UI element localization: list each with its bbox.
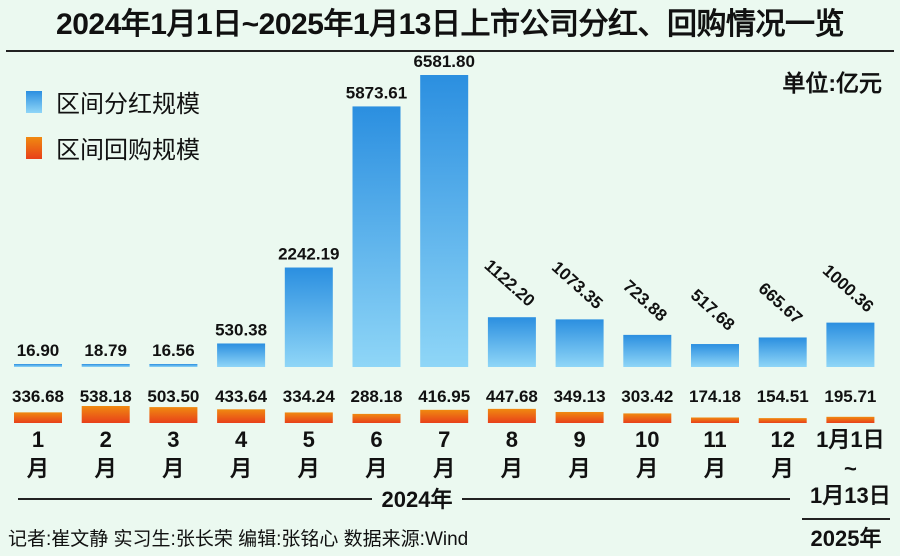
buyback-bar [352, 413, 401, 423]
chart-title: 2024年1月1日~2025年1月13日上市公司分红、回购情况一览 [56, 8, 844, 41]
dividend-value-label: 16.56 [152, 341, 195, 360]
x-tick-label: 11 [703, 427, 726, 452]
dividend-bar [284, 267, 333, 367]
buyback-value-label: 195.71 [824, 387, 876, 406]
x-tick-label: 月 [635, 456, 658, 481]
x-tick-label: 1 [32, 427, 44, 452]
x-tick-label: 月 [26, 456, 49, 481]
buyback-value-label: 433.64 [215, 387, 268, 406]
dividend-bar [826, 322, 875, 367]
dividend-bar [81, 364, 130, 367]
x-tick-label: ~ [844, 456, 857, 481]
dividend-value-label: 1073.35 [548, 258, 606, 313]
buyback-value-label: 447.68 [486, 387, 538, 406]
credits-footer: 记者:崔文静 实习生:张长荣 编辑:张铭心 数据来源:Wind [8, 529, 469, 550]
buyback-bar [81, 406, 130, 423]
buyback-bar [14, 412, 62, 423]
buyback-value-label: 154.51 [757, 387, 809, 406]
dividend-value-label: 1122.20 [481, 256, 539, 311]
buyback-bar [758, 418, 807, 423]
buyback-bar [623, 413, 672, 423]
dividend-bar [555, 319, 604, 367]
dividend-bar [487, 317, 536, 367]
dividend-value-label: 2242.19 [278, 245, 339, 264]
buyback-bar [217, 409, 266, 423]
buyback-bar [420, 409, 469, 423]
year-2025-label: 2025年 [810, 526, 882, 551]
x-tick-label: 月 [161, 456, 184, 481]
buyback-value-label: 416.95 [418, 387, 470, 406]
buyback-value-label: 334.24 [283, 387, 336, 406]
dividend-value-label: 530.38 [215, 320, 267, 339]
dividend-value-label: 16.90 [17, 341, 60, 360]
dividend-value-label: 1000.36 [819, 261, 877, 316]
dividend-bar [691, 344, 739, 367]
legend-dividend-label: 区间分红规模 [56, 91, 200, 118]
legend-buyback: 区间回购规模 [26, 130, 200, 165]
buyback-bar [487, 408, 536, 423]
buyback-series: 336.68 538.18 503.50 433.64 334.24 288.18 416.… [12, 387, 876, 423]
dividend-value-label: 6581.80 [413, 52, 474, 71]
x-tick-label: 月 [297, 456, 320, 481]
buyback-value-label: 174.18 [689, 387, 741, 406]
buyback-bar [555, 411, 604, 423]
x-tick-label: 10 [635, 427, 659, 452]
dividend-value-label: 723.88 [619, 276, 670, 325]
dividend-series: 16.90 18.79 16.56 530.38 2242.19 5873.61 6581.… [14, 52, 877, 368]
year-2025-divider [802, 518, 890, 520]
x-tick-label: 1月13日 [810, 483, 891, 508]
dividend-bar [149, 364, 198, 367]
x-tick-label: 8 [506, 427, 518, 452]
buyback-value-label: 538.18 [80, 387, 132, 406]
dividend-bar [623, 334, 672, 367]
x-axis-labels: 1 月 2 月 3 月 4 月 5 月 6 月 7 月 8 月 9 月 10 月 11 月 12 月 1月1日 ~1月13日 [26, 427, 891, 508]
legend-dividend: 区间分红规模 [26, 84, 200, 119]
dividend-bar [352, 106, 401, 368]
x-tick-label: 7 [438, 427, 450, 452]
x-tick-label: 6 [370, 427, 382, 452]
dividend-bar [217, 343, 266, 367]
buyback-bar [284, 412, 333, 423]
x-tick-label: 3 [167, 427, 179, 452]
buyback-value-label: 503.50 [147, 387, 199, 406]
dividend-bar [420, 75, 469, 367]
buyback-bar [149, 407, 198, 423]
x-tick-label: 月 [500, 456, 523, 481]
buyback-value-label: 349.13 [554, 387, 606, 406]
unit-label: 单位:亿元 [782, 70, 882, 96]
dividend-bar [758, 337, 807, 367]
x-tick-label: 月 [568, 456, 591, 481]
buyback-bar [691, 417, 739, 423]
x-tick-label: 5 [303, 427, 315, 452]
buyback-value-label: 303.42 [621, 387, 673, 406]
legend-dividend-swatch [26, 90, 42, 113]
x-tick-label: 月 [364, 456, 387, 481]
x-tick-label: 1月1日 [816, 427, 884, 452]
dividend-bar [14, 364, 62, 367]
dividend-value-label: 665.67 [755, 279, 806, 328]
x-tick-label: 2 [100, 427, 112, 452]
x-tick-label: 月 [771, 456, 794, 481]
x-tick-label: 4 [235, 427, 248, 452]
legend-buyback-swatch [26, 136, 42, 159]
legend-buyback-label: 区间回购规模 [56, 137, 200, 164]
buyback-bar [826, 416, 875, 423]
dividend-value-label: 517.68 [687, 285, 738, 334]
buyback-value-label: 336.68 [12, 387, 64, 406]
x-tick-label: 月 [94, 456, 117, 481]
x-tick-label: 9 [573, 427, 585, 452]
year-2024-label: 2024年 [382, 487, 453, 512]
dividend-value-label: 5873.61 [346, 83, 407, 102]
buyback-value-label: 288.18 [351, 387, 403, 406]
x-tick-label: 月 [432, 456, 455, 481]
x-tick-label: 12 [770, 427, 794, 452]
title-divider [6, 50, 894, 52]
x-tick-label: 月 [229, 456, 252, 481]
x-tick-label: 月 [703, 456, 726, 481]
dividend-value-label: 18.79 [84, 341, 127, 360]
